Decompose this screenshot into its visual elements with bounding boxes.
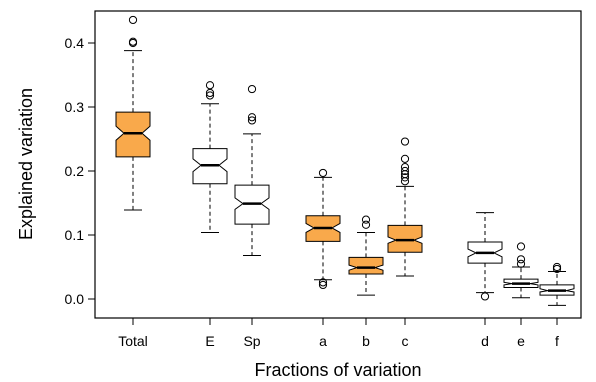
box-f	[539, 262, 575, 306]
x-axis: Total E Sp a b c d e f	[118, 318, 559, 349]
outlier-point	[205, 91, 215, 100]
outlier-point	[205, 81, 215, 90]
outlier-point	[516, 259, 526, 268]
y-axis: 0.0 0.1 0.2 0.3 0.4	[65, 35, 95, 307]
boxplots	[115, 15, 575, 306]
outlier-point	[516, 242, 526, 251]
x-tick-label: f	[555, 333, 559, 349]
box-Total	[115, 15, 151, 211]
x-tick-label: e	[517, 333, 525, 349]
x-tick-label: Sp	[243, 333, 260, 349]
outlier-point	[400, 173, 410, 182]
x-tick-label: E	[205, 333, 214, 349]
outlier-point	[128, 15, 138, 25]
outlier-point	[400, 154, 410, 163]
box-body	[387, 224, 423, 253]
outlier-point	[247, 84, 257, 94]
outlier-point	[516, 255, 526, 264]
outlier-point	[318, 168, 328, 178]
box-d	[467, 212, 503, 301]
outlier-point	[128, 37, 138, 46]
x-tick-label: a	[319, 333, 327, 349]
outlier-point	[480, 292, 490, 301]
outlier-point	[400, 166, 410, 176]
outlier-point	[361, 220, 371, 229]
x-tick-label: b	[362, 333, 370, 349]
outlier-point	[247, 113, 257, 122]
y-tick-label: 0.3	[65, 99, 85, 115]
box-body	[348, 256, 384, 275]
x-tick-label: c	[402, 333, 409, 349]
outlier-point	[400, 163, 410, 172]
y-tick-label: 0.4	[65, 35, 85, 51]
x-tick-label: Total	[118, 333, 148, 349]
box-b	[348, 215, 384, 296]
y-tick-label: 0.1	[65, 227, 85, 243]
box-E	[192, 81, 228, 233]
box-e	[503, 242, 539, 299]
outlier-point	[400, 137, 410, 146]
outlier-point	[318, 278, 328, 287]
outlier-point	[552, 262, 562, 272]
box-a	[305, 168, 341, 290]
x-axis-title: Fractions of variation	[254, 360, 421, 380]
y-tick-label: 0.0	[65, 291, 85, 307]
outlier-point	[361, 215, 371, 224]
outlier-point	[247, 116, 257, 125]
box-Sp	[234, 84, 270, 256]
y-axis-title: Explained variation	[16, 88, 36, 240]
outlier-point	[318, 280, 328, 290]
x-tick-label: d	[481, 333, 489, 349]
box-c	[387, 137, 423, 277]
box-body	[115, 111, 151, 158]
plot-frame	[94, 10, 582, 319]
y-tick-label: 0.2	[65, 163, 85, 179]
